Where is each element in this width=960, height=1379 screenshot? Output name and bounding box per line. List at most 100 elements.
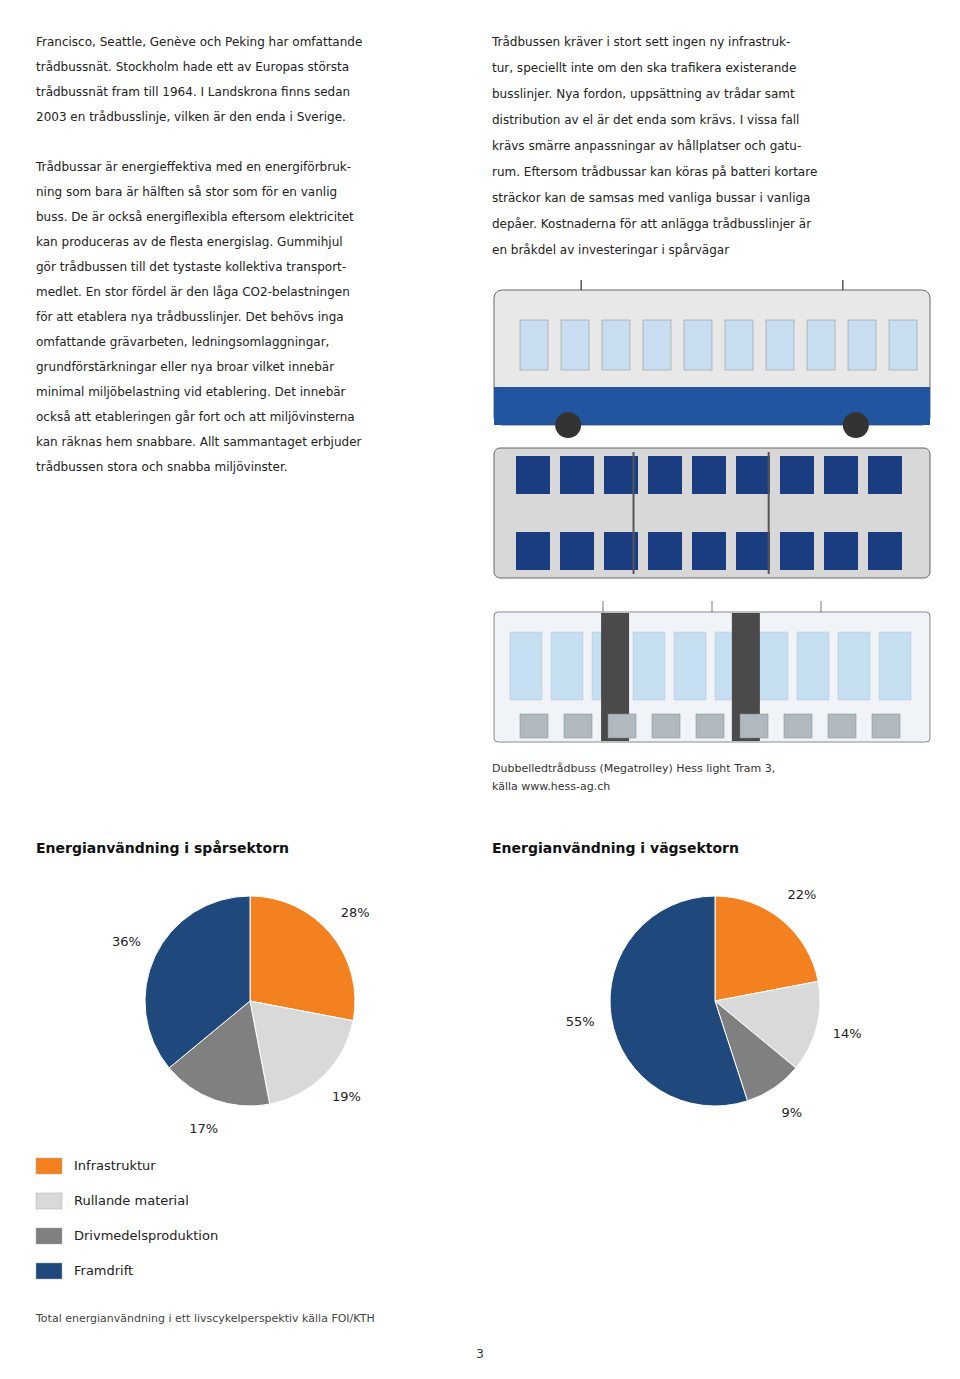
bus-pole xyxy=(603,601,604,612)
bus-window xyxy=(797,632,829,700)
bus-seat xyxy=(736,456,770,494)
data-label: 14% xyxy=(833,1026,862,1041)
body-text: minimal miljöbelastning vid etablering. … xyxy=(36,385,346,399)
bus-window xyxy=(602,320,630,370)
body-text: depåer. Kostnaderna för att anlägga tråd… xyxy=(492,217,811,231)
body-text: tur, speciellt inte om den ska trafikera… xyxy=(492,61,796,75)
body-text: distribution av el är det enda som krävs… xyxy=(492,113,799,127)
bus-window xyxy=(838,632,870,700)
legend-swatch xyxy=(36,1263,62,1279)
bus-pole xyxy=(821,601,822,612)
right-column: Trådbussen kräver i stort sett ingen ny … xyxy=(491,35,817,257)
data-labels: 22% 14% 9% 55% xyxy=(566,887,862,1120)
bus-seat xyxy=(872,714,900,738)
bus-seat xyxy=(692,532,726,570)
body-text: krävs smärre anpassningar av hållplatser… xyxy=(492,139,801,153)
bus-seat xyxy=(784,714,812,738)
bus-seat xyxy=(520,714,548,738)
bus-window xyxy=(510,632,542,700)
bus-seat xyxy=(828,714,856,738)
body-text: busslinjer. Nya fordon, uppsättning av t… xyxy=(492,87,795,101)
body-text: rum. Eftersom trådbussar kan köras på ba… xyxy=(492,165,817,179)
body-text: gör trådbussen till det tystaste kollekt… xyxy=(36,260,346,274)
bus-window xyxy=(674,632,706,700)
body-text: omfattande grävarbeten, ledningsomlaggni… xyxy=(36,335,329,349)
caption-text: källa www.hess-ag.ch xyxy=(492,780,610,793)
legend-entry: Infrastruktur xyxy=(74,1158,156,1173)
body-text: kan produceras av de flesta energislag. … xyxy=(36,235,343,249)
bus-seat xyxy=(516,456,550,494)
bus-window xyxy=(643,320,671,370)
data-label: 19% xyxy=(332,1089,361,1104)
pie-slice xyxy=(145,896,250,1068)
slices xyxy=(610,896,820,1106)
bus-window xyxy=(766,320,794,370)
bus-seat xyxy=(652,714,680,738)
bus-seat xyxy=(824,532,858,570)
body-text: trådbussen stora och snabba miljövinster… xyxy=(36,460,288,474)
bus-pole xyxy=(842,280,844,290)
data-label: 9% xyxy=(781,1105,802,1120)
chart-title: Energianvändning i vägsektorn xyxy=(492,840,739,856)
bus-body xyxy=(494,290,930,425)
pie-slice xyxy=(250,896,355,1021)
bus-window xyxy=(520,320,548,370)
body-text: Francisco, Seattle, Genève och Peking ha… xyxy=(36,35,362,49)
body-text: trådbussnät fram till 1964. I Landskrona… xyxy=(36,85,350,99)
caption: Dubbelledtrådbuss (Megatrolley) Hess lig… xyxy=(492,762,775,793)
data-label: 36% xyxy=(112,934,141,949)
bus-window xyxy=(684,320,712,370)
legend-entry: Framdrift xyxy=(74,1263,133,1278)
bus-body xyxy=(494,448,930,578)
bus-seat xyxy=(560,532,594,570)
bus-window xyxy=(561,320,589,370)
caption-text: Dubbelledtrådbuss (Megatrolley) Hess lig… xyxy=(492,762,775,775)
bus-pole xyxy=(712,601,713,612)
bus-window xyxy=(807,320,835,370)
bus-seat xyxy=(780,456,814,494)
page: Francisco, Seattle, Genève och Peking ha… xyxy=(0,0,960,1379)
bus-illustration xyxy=(494,280,930,742)
data-label: 22% xyxy=(788,887,817,902)
pie-chart: Energianvändning i vägsektorn 22% 14% 9% 55% xyxy=(492,840,862,1120)
bus-wheel xyxy=(555,412,581,438)
body-text: buss. De är också energiflexibla efterso… xyxy=(36,210,354,224)
body-text: ning som bara är hälften så stor som för… xyxy=(36,185,337,199)
body-text: en bråkdel av investeringar i spårvägar xyxy=(492,243,729,257)
pie-chart: Energianvändning i spårsektorn 28% 19% 17% 3… xyxy=(36,840,370,1136)
bus-seat xyxy=(868,532,902,570)
legend-entry: Drivmedelsproduktion xyxy=(74,1228,218,1243)
slices xyxy=(145,896,355,1106)
data-label: 28% xyxy=(341,905,370,920)
bus-seat xyxy=(692,456,726,494)
bus-seat xyxy=(516,532,550,570)
body-text: för att etablera nya trådbusslinjer. Det… xyxy=(36,310,344,324)
bus-pole xyxy=(580,280,582,290)
bus-seat xyxy=(736,532,770,570)
footer: Total energianvändning i ett livscykelpe… xyxy=(35,1312,375,1325)
bus-window xyxy=(848,320,876,370)
bus-seat xyxy=(780,532,814,570)
bus-seat xyxy=(608,714,636,738)
legend-swatch xyxy=(36,1158,62,1174)
body-text: 2003 en trådbusslinje, vilken är den end… xyxy=(36,110,346,124)
data-label: 17% xyxy=(189,1121,218,1136)
data-labels: 28% 19% 17% 36% xyxy=(112,905,370,1135)
bus-window xyxy=(633,632,665,700)
bus-body xyxy=(494,612,930,742)
bus-seat xyxy=(648,532,682,570)
body-text: kan räknas hem snabbare. Allt sammantage… xyxy=(36,435,362,449)
bus-wheel xyxy=(843,412,869,438)
left-column: Francisco, Seattle, Genève och Peking ha… xyxy=(35,35,362,474)
legend-swatch xyxy=(36,1228,62,1244)
bus-seat xyxy=(824,456,858,494)
data-label: 55% xyxy=(566,1014,595,1029)
bus-divider xyxy=(633,452,635,574)
bus-window xyxy=(725,320,753,370)
bus-seat xyxy=(696,714,724,738)
bus-seat xyxy=(560,456,594,494)
body-text: Trådbussar är energieffektiva med en ene… xyxy=(35,160,351,174)
body-text: medlet. En stor fördel är den låga CO2-b… xyxy=(36,285,350,299)
body-text: också att etableringen går fort och att … xyxy=(36,410,355,424)
chart-title: Energianvändning i spårsektorn xyxy=(36,840,289,856)
